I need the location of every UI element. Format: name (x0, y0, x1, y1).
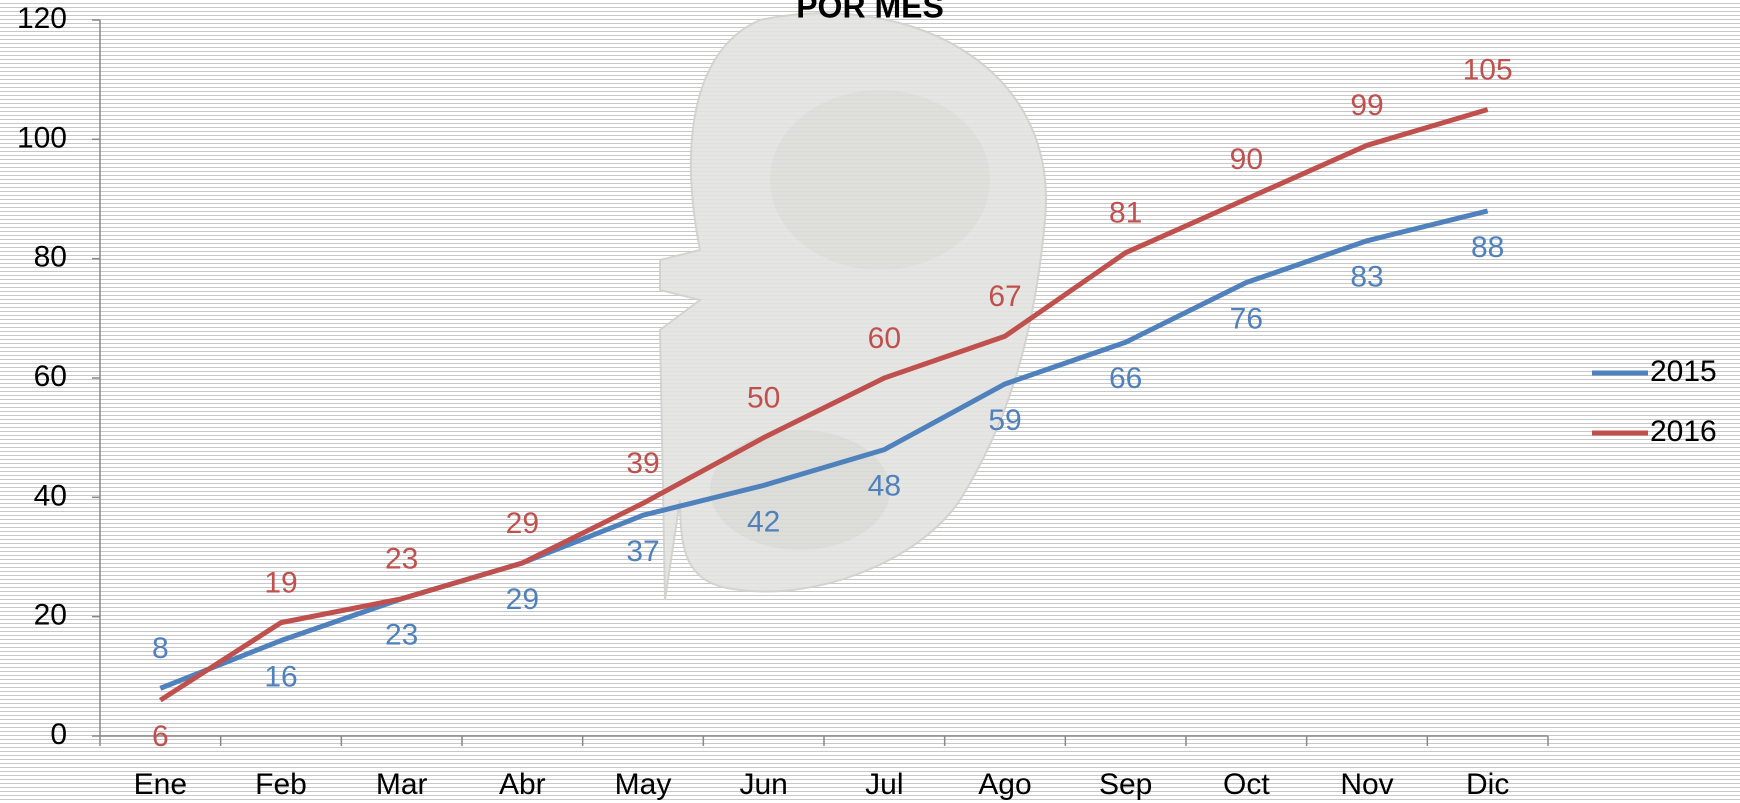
x-tick-label: Jun (739, 768, 787, 801)
data-label: 99 (1350, 89, 1383, 122)
x-tick-label: Mar (376, 768, 428, 801)
y-tick-label: 120 (17, 2, 67, 35)
y-tick-label: 0 (50, 718, 67, 751)
x-tick-label: Dic (1466, 768, 1509, 801)
chart-title: POR MES (796, 0, 944, 24)
data-label: 39 (626, 447, 659, 480)
y-tick-label: 20 (34, 599, 67, 632)
data-label: 105 (1463, 53, 1513, 86)
data-label: 59 (988, 404, 1021, 437)
data-label: 6 (152, 720, 169, 753)
x-tick-label: May (615, 768, 672, 801)
x-tick-label: Abr (499, 768, 546, 801)
data-label: 81 (1109, 197, 1142, 230)
x-tick-label: Ago (978, 768, 1031, 801)
data-label: 37 (626, 535, 659, 568)
data-label: 23 (385, 543, 418, 576)
y-tick-label: 40 (34, 479, 67, 512)
y-tick-label: 60 (34, 360, 67, 393)
data-label: 8 (152, 632, 169, 665)
data-label: 19 (264, 567, 297, 600)
x-tick-label: Jul (865, 768, 903, 801)
legend-label: 2015 (1650, 355, 1717, 388)
x-tick-label: Nov (1340, 768, 1393, 801)
data-label: 29 (506, 583, 539, 616)
series-line (159, 208, 1489, 691)
data-label: 48 (868, 470, 901, 503)
data-label: 23 (385, 619, 418, 652)
y-tick-label: 80 (34, 241, 67, 274)
data-label: 42 (747, 505, 780, 538)
data-label: 16 (264, 660, 297, 693)
data-label: 66 (1109, 362, 1142, 395)
data-label: 60 (868, 322, 901, 355)
y-tick-label: 100 (17, 121, 67, 154)
legend-label: 2016 (1650, 415, 1717, 448)
x-tick-label: Ene (134, 768, 187, 801)
data-label: 67 (988, 280, 1021, 313)
x-tick-label: Oct (1223, 768, 1270, 801)
x-tick-label: Sep (1099, 768, 1152, 801)
data-label: 88 (1471, 231, 1504, 264)
series-line (158, 107, 1489, 703)
data-label: 90 (1230, 143, 1263, 176)
data-label: 29 (506, 507, 539, 540)
data-label: 50 (747, 382, 780, 415)
x-tick-label: Feb (255, 768, 307, 801)
data-label: 76 (1230, 302, 1263, 335)
data-label: 83 (1350, 261, 1383, 294)
